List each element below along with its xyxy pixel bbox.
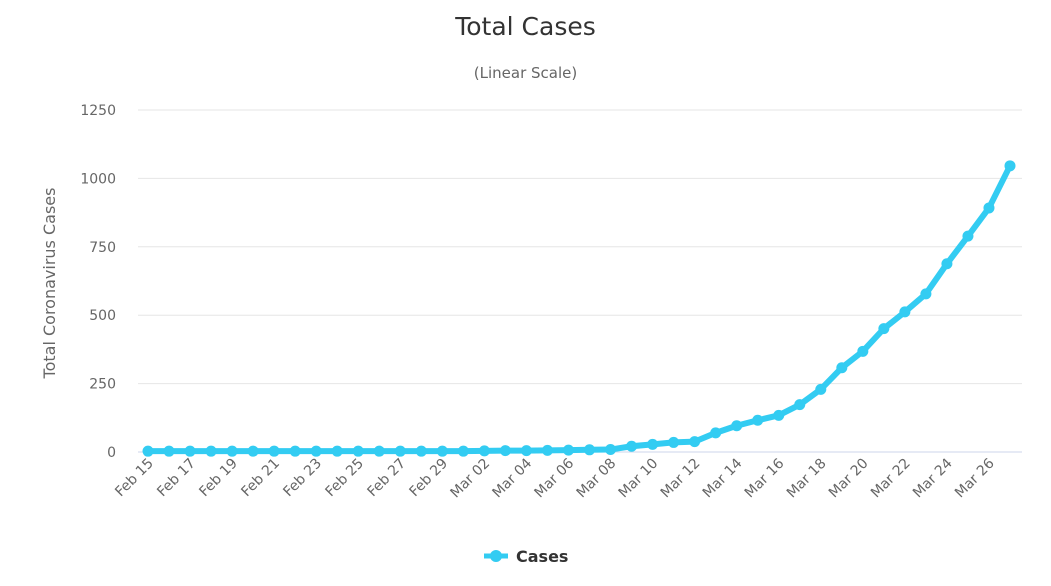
- data-point[interactable]: [626, 440, 638, 452]
- data-point[interactable]: [436, 445, 448, 457]
- data-point[interactable]: [310, 445, 322, 457]
- data-point[interactable]: [205, 445, 217, 457]
- data-point[interactable]: [899, 306, 911, 318]
- data-point[interactable]: [562, 444, 574, 456]
- x-tick-label: Mar 26: [952, 455, 998, 501]
- x-tick-label: Feb 29: [407, 456, 452, 501]
- y-tick-label: 250: [89, 377, 116, 393]
- data-point[interactable]: [415, 445, 427, 457]
- y-axis-ticks: 0 250 500 750 1000 1250: [80, 103, 116, 461]
- data-point[interactable]: [268, 445, 280, 457]
- data-point[interactable]: [710, 427, 722, 439]
- data-point[interactable]: [163, 445, 175, 457]
- x-tick-label: Feb 21: [238, 456, 283, 501]
- data-point[interactable]: [478, 445, 490, 457]
- legend[interactable]: Cases: [484, 547, 568, 566]
- x-tick-label: Feb 25: [322, 456, 367, 501]
- data-point[interactable]: [457, 445, 469, 457]
- data-point[interactable]: [878, 323, 890, 335]
- data-point[interactable]: [1004, 160, 1016, 172]
- data-point[interactable]: [773, 409, 785, 421]
- y-tick-label: 1000: [80, 171, 116, 187]
- x-tick-label: Mar 16: [742, 455, 788, 501]
- x-tick-label: Feb 17: [154, 456, 199, 501]
- gridlines: [138, 109, 1022, 453]
- y-tick-label: 0: [107, 445, 116, 461]
- data-point[interactable]: [668, 436, 680, 448]
- data-point[interactable]: [647, 438, 659, 450]
- data-point[interactable]: [857, 345, 869, 357]
- y-tick-label: 500: [89, 308, 116, 324]
- legend-marker-icon: [490, 550, 502, 562]
- data-point[interactable]: [541, 444, 553, 456]
- x-tick-label: Mar 18: [784, 456, 830, 502]
- series-line: [145, 162, 1013, 455]
- x-tick-label: Mar 20: [826, 456, 872, 502]
- data-point[interactable]: [920, 288, 932, 300]
- y-tick-label: 750: [89, 240, 116, 256]
- data-point[interactable]: [836, 362, 848, 374]
- data-point[interactable]: [752, 414, 764, 426]
- series-cases: [142, 160, 1016, 457]
- y-tick-label: 1250: [80, 103, 116, 119]
- data-point[interactable]: [352, 445, 364, 457]
- chart-subtitle: (Linear Scale): [473, 64, 578, 82]
- data-point[interactable]: [226, 445, 238, 457]
- x-tick-label: Mar 22: [868, 456, 914, 502]
- x-tick-label: Mar 24: [910, 455, 956, 501]
- data-point[interactable]: [689, 436, 701, 448]
- x-tick-label: Feb 23: [280, 456, 325, 501]
- data-point[interactable]: [520, 445, 532, 457]
- x-tick-label: Mar 14: [700, 455, 746, 501]
- data-point[interactable]: [941, 258, 953, 270]
- data-point[interactable]: [289, 445, 301, 457]
- data-point[interactable]: [584, 444, 596, 456]
- data-point[interactable]: [331, 445, 343, 457]
- y-axis-label: Total Coronavirus Cases: [40, 188, 59, 380]
- x-tick-label: Feb 15: [112, 456, 157, 501]
- data-point[interactable]: [184, 445, 196, 457]
- x-tick-label: Mar 12: [658, 456, 704, 502]
- data-point[interactable]: [373, 445, 385, 457]
- x-tick-label: Feb 27: [365, 456, 410, 501]
- data-point[interactable]: [731, 420, 743, 432]
- chart-title: Total Cases: [455, 12, 596, 41]
- x-tick-label: Mar 06: [532, 455, 578, 501]
- data-point[interactable]: [962, 230, 974, 242]
- x-tick-label: Mar 10: [616, 456, 662, 502]
- data-point[interactable]: [394, 445, 406, 457]
- data-point[interactable]: [142, 445, 154, 457]
- data-point[interactable]: [983, 202, 995, 214]
- x-tick-label: Mar 04: [490, 455, 536, 501]
- data-point[interactable]: [247, 445, 259, 457]
- legend-label[interactable]: Cases: [516, 547, 568, 566]
- data-point[interactable]: [499, 445, 511, 457]
- data-point[interactable]: [794, 399, 806, 411]
- x-tick-label: Mar 02: [447, 456, 493, 502]
- data-point[interactable]: [605, 444, 617, 456]
- data-point[interactable]: [815, 383, 827, 395]
- x-tick-label: Feb 19: [196, 456, 241, 501]
- x-tick-label: Mar 08: [574, 456, 620, 502]
